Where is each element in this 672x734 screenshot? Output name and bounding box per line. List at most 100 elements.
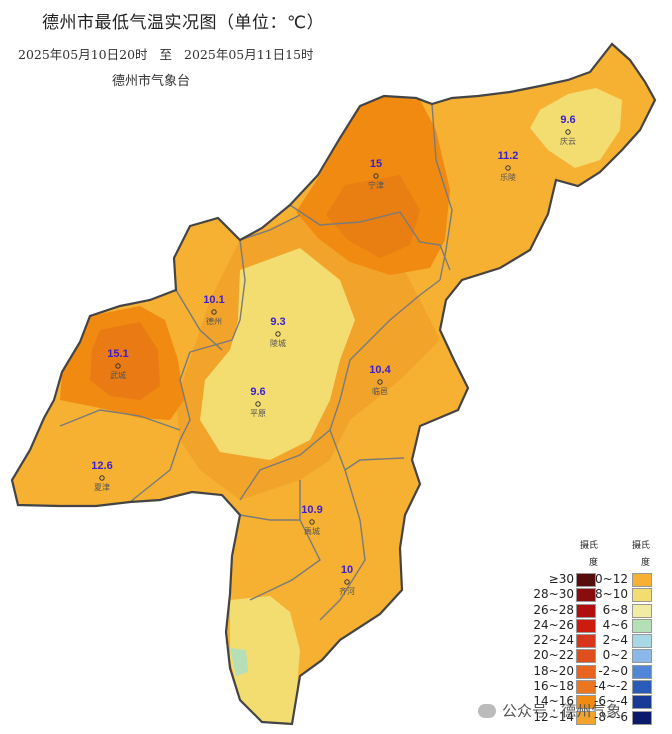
station-value: 10.4 (369, 364, 391, 376)
station-name: 庆云 (560, 136, 576, 146)
watermark: 公众号 · 德州气象 (478, 700, 621, 721)
legend-label: 2~4 (602, 633, 628, 648)
legend-row: 20~22 (510, 648, 600, 664)
legend-label: 16~18 (533, 679, 574, 694)
legend-swatch (576, 680, 596, 695)
station-leling: 11.2 乐陵 (498, 150, 519, 182)
station-dot (309, 519, 315, 525)
issuer: 德州市气象台 (112, 74, 191, 89)
station-value: 11.2 (498, 150, 519, 162)
legend-swatch (632, 649, 652, 664)
legend-row: 2~4 (568, 633, 658, 649)
legend-swatch (576, 618, 596, 633)
legend-label: 0~2 (602, 648, 628, 663)
start-time: 2025年05月10日20时 (18, 47, 148, 62)
legend-label: 28~30 (533, 587, 574, 602)
legend-label: 8~10 (595, 587, 628, 602)
legend-label: 4~6 (602, 617, 628, 632)
station-wucheng: 15.1 武城 (107, 348, 128, 380)
legend-swatch (576, 634, 596, 649)
legend-swatch (576, 710, 596, 725)
station-dot (505, 165, 511, 171)
station-name: 陵城 (270, 339, 286, 348)
legend-label: 14~16 (533, 694, 574, 709)
station-dezhou: 10.1 德州 (203, 294, 224, 326)
wechat-icon (478, 704, 496, 718)
legend-label: 12~14 (533, 709, 574, 724)
legend-row: -4~-2 (568, 679, 658, 695)
legend-swatch (576, 649, 596, 664)
station-name: 夏津 (94, 482, 110, 492)
legend-swatch (632, 588, 652, 603)
legend-row: 28~30 (510, 587, 600, 603)
legend-label: 6~8 (602, 602, 628, 617)
legend-label: 26~28 (533, 602, 574, 617)
station-dot (211, 309, 217, 315)
station-dot (115, 363, 121, 369)
station-dot (255, 401, 261, 407)
legend-right-unit-1: 摄氏 (631, 541, 650, 551)
station-name: 德州 (206, 316, 222, 326)
legend-row: -2~0 (568, 664, 658, 679)
station-dot (377, 379, 383, 385)
legend-row: 16~18 (510, 679, 600, 695)
legend-swatch (576, 603, 596, 618)
station-value: 15 (370, 158, 382, 170)
legend-swatch (632, 710, 652, 725)
legend-row: 14~16 (510, 694, 600, 710)
legend-swatch (576, 588, 596, 603)
legend-row: 6~8 (568, 603, 658, 618)
legend-label: -8~-6 (594, 709, 628, 724)
legend-label: -2~0 (598, 663, 628, 678)
legend-swatch (632, 680, 652, 695)
legend-cool: 摄氏 度 10~12 8~10 6~8 4~6 2~4 0~2 -2~0 -4~-2 -6~-4… (568, 538, 658, 725)
map-title: 德州市最低气温实况图（单位：℃） (42, 13, 325, 33)
station-dot (275, 331, 281, 337)
legend-row: 22~24 (510, 633, 600, 649)
legend-left-unit-2: 度 (588, 558, 598, 568)
station-qihe: 10 齐河 (339, 564, 355, 596)
station-name: 宁津 (368, 180, 384, 190)
legend-label: 22~24 (533, 633, 574, 648)
legend-swatch (632, 695, 652, 710)
station-xiajin: 12.6 夏津 (91, 460, 112, 492)
station-value: 10.9 (301, 504, 322, 516)
station-dot (344, 579, 350, 585)
legend-row: 26~28 (510, 603, 600, 618)
station-linyi: 10.4 临邑 (369, 364, 391, 396)
station-ningjin: 15 宁津 (368, 158, 384, 190)
legend-left-unit-1: 摄氏 (579, 541, 598, 551)
legend-label: 24~26 (533, 617, 574, 632)
station-name: 禹城 (304, 527, 320, 536)
legend-warm: 摄氏 度 ≥30 28~30 26~28 24~26 22~24 20~22 18~20 16… (510, 538, 600, 725)
legend-swatch (632, 618, 652, 633)
legend-label: 20~22 (533, 648, 574, 663)
station-value: 10.1 (203, 294, 224, 306)
legend-row: 0~2 (568, 648, 658, 664)
county-borders (59, 103, 579, 621)
station-name: 齐河 (339, 586, 355, 596)
time-range: 2025年05月10日20时 至 2025年05月11日15时 (18, 44, 322, 63)
legend-row: 8~10 (568, 587, 658, 603)
station-name: 临邑 (372, 386, 388, 396)
station-value: 9.3 (270, 316, 285, 328)
station-name: 乐陵 (500, 172, 516, 182)
station-name: 武城 (110, 370, 126, 380)
legend-label: -6~-4 (594, 694, 628, 709)
legend-swatch (632, 634, 652, 649)
watermark-text: 公众号 · 德州气象 (502, 702, 622, 720)
legend-row: 10~12 (568, 572, 658, 587)
legend-label: 18~20 (533, 663, 574, 678)
legend-swatch (576, 573, 596, 587)
legend-label: ≥30 (548, 572, 574, 586)
station-lingcheng: 9.3 陵城 (270, 316, 286, 348)
legend-swatch (632, 664, 652, 679)
legend-label: -4~-2 (594, 679, 628, 694)
station-name: 平原 (250, 409, 266, 418)
legend-row: 12~14 (510, 710, 600, 725)
station-value: 9.6 (560, 114, 575, 126)
station-value: 12.6 (91, 460, 112, 472)
station-dot (373, 173, 379, 179)
legend-swatch (576, 695, 596, 710)
